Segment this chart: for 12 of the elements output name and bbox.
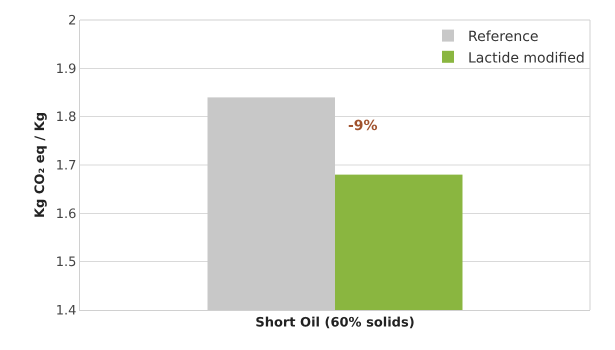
- y-tick-label: 1.7: [56, 158, 76, 174]
- y-tick-label: 1.8: [56, 110, 76, 126]
- y-tick-label: 1.6: [56, 206, 76, 222]
- annotation: -9%: [348, 118, 378, 134]
- y-tick-label: 2: [68, 14, 76, 29]
- legend-label: Reference: [468, 29, 538, 46]
- y-tick-label: 1.9: [56, 62, 76, 77]
- legend-label: Lactide modified: [468, 50, 585, 66]
- y-tick-label: 1.5: [56, 255, 76, 270]
- y-axis-title: Kg CO₂ eq / Kg: [33, 112, 48, 218]
- y-tick-label: 1.4: [56, 304, 76, 319]
- x-tick-label: Short Oil (60% solids): [255, 316, 415, 331]
